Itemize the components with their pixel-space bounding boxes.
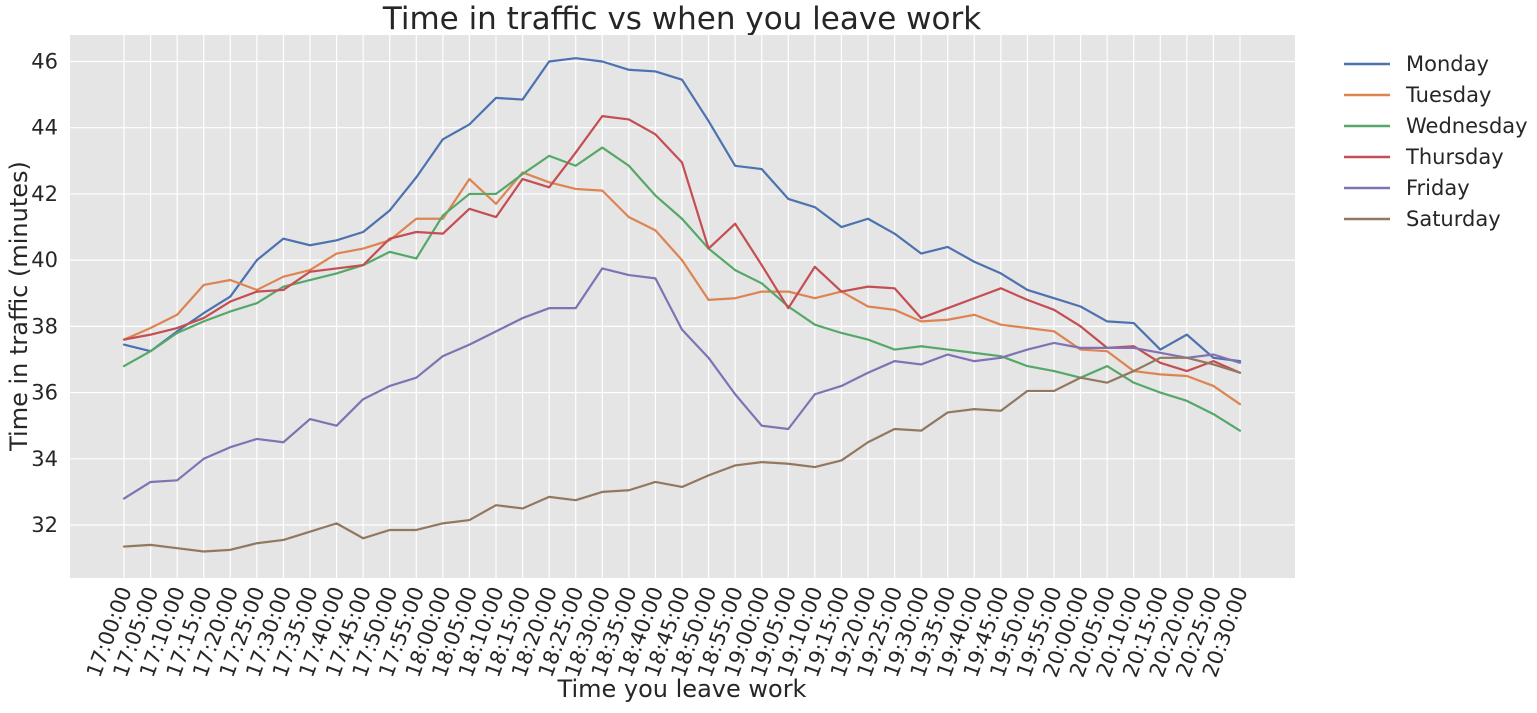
series-line-monday <box>122 57 1242 363</box>
series-line-friday <box>122 267 1242 500</box>
legend: Monday Tuesday Wednesday Thursday Friday Satu… <box>1344 52 1528 231</box>
y-tick-label: 34 <box>31 447 58 471</box>
series-line-wednesday <box>122 146 1242 432</box>
series-line-tuesday <box>122 171 1242 406</box>
y-tick-label: 46 <box>31 49 58 73</box>
x-tick-labels: 17:00:0017:05:0017:10:0017:15:0017:20:00… <box>82 584 1253 681</box>
legend-label-friday: Friday <box>1406 176 1470 200</box>
series-line-thursday <box>122 115 1242 374</box>
legend-label-saturday: Saturday <box>1406 207 1501 231</box>
legend-label-wednesday: Wednesday <box>1406 114 1528 138</box>
legend-label-monday: Monday <box>1406 52 1489 76</box>
y-axis-label: Time in traffic (minutes) <box>5 161 33 452</box>
y-tick-label: 42 <box>31 182 58 206</box>
x-axis-label: Time you leave work <box>557 675 807 703</box>
y-tick-label: 38 <box>31 314 58 338</box>
y-tick-labels: 32 34 36 38 40 42 44 46 <box>31 49 58 537</box>
y-tick-label: 40 <box>31 248 58 272</box>
legend-label-tuesday: Tuesday <box>1405 83 1491 107</box>
series-lines <box>122 57 1242 553</box>
y-tick-label: 44 <box>31 116 58 140</box>
legend-label-thursday: Thursday <box>1405 145 1504 169</box>
chart-title: Time in traffic vs when you leave work <box>382 1 981 37</box>
series-line-saturday <box>122 356 1242 553</box>
y-tick-label: 32 <box>31 513 58 537</box>
y-tick-label: 36 <box>31 381 58 405</box>
